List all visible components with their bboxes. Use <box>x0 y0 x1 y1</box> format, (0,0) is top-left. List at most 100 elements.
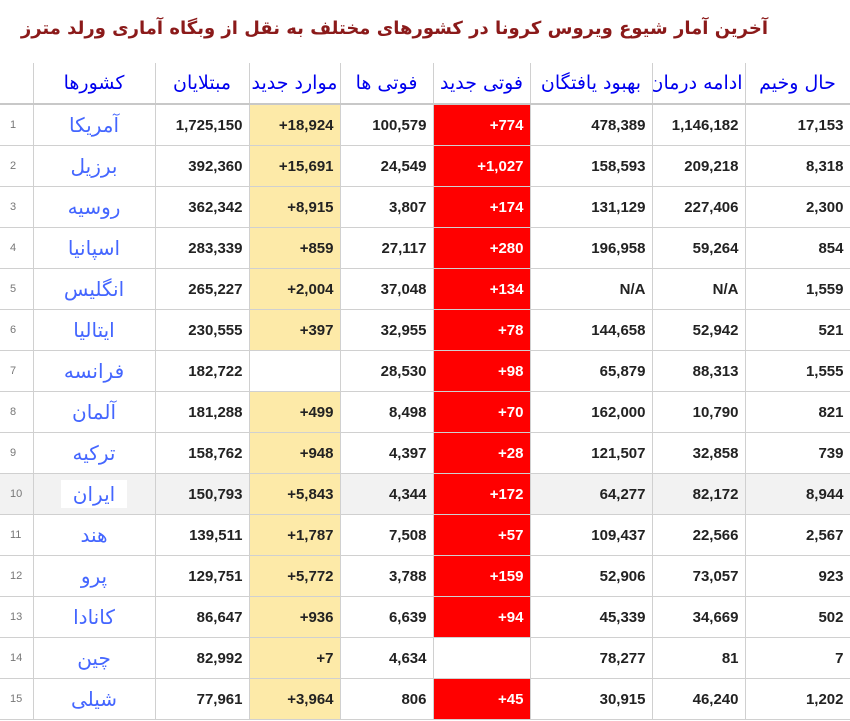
country-name-cell: چین <box>32 637 156 679</box>
country-link[interactable]: برزیل <box>70 154 118 178</box>
total-deaths-cell: 7,508 <box>339 514 434 556</box>
country-name-cell: هند <box>32 514 156 556</box>
active-cases-cell: 10,790 <box>651 391 746 433</box>
total-deaths-cell: 4,397 <box>339 432 434 474</box>
country-name-cell: روسیه <box>32 186 156 228</box>
new-cases-cell: +8,915 <box>248 186 341 228</box>
active-cases-cell: 22,566 <box>651 514 746 556</box>
new-deaths-cell: +172 <box>432 473 531 515</box>
header-total-cases: مبتلایان <box>154 63 250 105</box>
active-cases-cell: N/A <box>651 268 746 310</box>
country-link[interactable]: کانادا <box>73 605 115 629</box>
country-link[interactable]: شیلی <box>70 687 118 711</box>
total-deaths-cell: 27,117 <box>339 227 434 269</box>
critical-cases-cell: 2,567 <box>744 514 850 556</box>
country-link[interactable]: هند <box>80 523 108 547</box>
active-cases-cell: 209,218 <box>651 145 746 187</box>
country-link[interactable]: چین <box>77 646 111 670</box>
recovered-cell: 45,339 <box>529 596 653 638</box>
row-index-cell: 3 <box>0 186 34 228</box>
country-link[interactable]: ایتالیا <box>73 318 115 342</box>
table-row: 10 ایران 150,793 +5,843 4,344 +172 64,277 82,17… <box>0 473 850 515</box>
country-link[interactable]: آلمان <box>72 400 116 424</box>
new-cases-cell: +859 <box>248 227 341 269</box>
country-name-cell: ایتالیا <box>32 309 156 351</box>
new-cases-cell <box>248 350 341 392</box>
country-link[interactable]: پرو <box>80 564 108 588</box>
recovered-cell: 162,000 <box>529 391 653 433</box>
country-name-cell: برزیل <box>32 145 156 187</box>
table-row: 2 برزیل 392,360 +15,691 24,549 +1,027 158,593 2… <box>0 145 850 187</box>
critical-cases-cell: 1,559 <box>744 268 850 310</box>
total-deaths-cell: 28,530 <box>339 350 434 392</box>
total-cases-cell: 283,339 <box>154 227 250 269</box>
row-index-cell: 10 <box>0 473 34 515</box>
country-link[interactable]: ترکیه <box>72 441 116 465</box>
active-cases-cell: 73,057 <box>651 555 746 597</box>
new-deaths-cell: +134 <box>432 268 531 310</box>
recovered-cell: 109,437 <box>529 514 653 556</box>
critical-cases-cell: 1,555 <box>744 350 850 392</box>
country-link[interactable]: فرانسه <box>63 359 125 383</box>
row-index-cell: 13 <box>0 596 34 638</box>
recovered-cell: 196,958 <box>529 227 653 269</box>
critical-cases-cell: 739 <box>744 432 850 474</box>
new-deaths-cell: +57 <box>432 514 531 556</box>
new-deaths-cell: +94 <box>432 596 531 638</box>
recovered-cell: 478,389 <box>529 103 653 146</box>
active-cases-cell: 34,669 <box>651 596 746 638</box>
table-row: 15 شیلی 77,961 +3,964 806 +45 30,915 46,240 1,20… <box>0 678 850 720</box>
country-link[interactable]: آمریکا <box>68 113 119 137</box>
header-new-cases: موارد جدید <box>248 63 341 105</box>
total-cases-cell: 150,793 <box>154 473 250 515</box>
total-cases-cell: 1,725,150 <box>154 103 250 146</box>
table-row: 11 هند 139,511 +1,787 7,508 +57 109,437 22,566 2… <box>0 514 850 556</box>
recovered-cell: 144,658 <box>529 309 653 351</box>
row-index-cell: 9 <box>0 432 34 474</box>
recovered-cell: 131,129 <box>529 186 653 228</box>
country-link[interactable]: روسیه <box>67 195 121 219</box>
active-cases-cell: 59,264 <box>651 227 746 269</box>
country-name-cell: پرو <box>32 555 156 597</box>
table-row: 5 انگلیس 265,227 +2,004 37,048 +134 N/A N/A 1,55… <box>0 268 850 310</box>
table-row: 7 فرانسه 182,722 28,530 +98 65,879 88,313 1,555 <box>0 350 850 392</box>
total-deaths-cell: 24,549 <box>339 145 434 187</box>
new-deaths-cell: +45 <box>432 678 531 720</box>
new-deaths-cell: +28 <box>432 432 531 474</box>
new-cases-cell: +948 <box>248 432 341 474</box>
country-name-cell: ایران <box>32 473 156 515</box>
new-deaths-cell: +98 <box>432 350 531 392</box>
critical-cases-cell: 1,202 <box>744 678 850 720</box>
new-deaths-cell: +174 <box>432 186 531 228</box>
active-cases-cell: 227,406 <box>651 186 746 228</box>
recovered-cell: N/A <box>529 268 653 310</box>
active-cases-cell: 32,858 <box>651 432 746 474</box>
country-link[interactable]: اسپانیا <box>67 236 121 260</box>
country-link[interactable]: انگلیس <box>63 277 125 301</box>
new-deaths-cell: +78 <box>432 309 531 351</box>
country-link[interactable]: ایران <box>60 480 128 508</box>
table-row: 8 آلمان 181,288 +499 8,498 +70 162,000 10,790 82… <box>0 391 850 433</box>
new-deaths-cell <box>432 637 531 679</box>
critical-cases-cell: 2,300 <box>744 186 850 228</box>
table-row: 14 چین 82,992 +7 4,634 78,277 81 7 <box>0 637 850 679</box>
new-cases-cell: +15,691 <box>248 145 341 187</box>
total-deaths-cell: 4,344 <box>339 473 434 515</box>
total-cases-cell: 362,342 <box>154 186 250 228</box>
active-cases-cell: 46,240 <box>651 678 746 720</box>
header-country: کشورها <box>32 63 156 105</box>
total-deaths-cell: 32,955 <box>339 309 434 351</box>
critical-cases-cell: 7 <box>744 637 850 679</box>
total-cases-cell: 182,722 <box>154 350 250 392</box>
new-cases-cell: +397 <box>248 309 341 351</box>
total-cases-cell: 392,360 <box>154 145 250 187</box>
active-cases-cell: 52,942 <box>651 309 746 351</box>
critical-cases-cell: 521 <box>744 309 850 351</box>
row-index-cell: 4 <box>0 227 34 269</box>
header-recovered: بهبود یافتگان <box>529 63 653 105</box>
total-cases-cell: 158,762 <box>154 432 250 474</box>
row-index-cell: 5 <box>0 268 34 310</box>
active-cases-cell: 88,313 <box>651 350 746 392</box>
page-title: آخرین آمار شیوع ویروس کرونا در کشورهای م… <box>20 18 768 39</box>
row-index-cell: 14 <box>0 637 34 679</box>
